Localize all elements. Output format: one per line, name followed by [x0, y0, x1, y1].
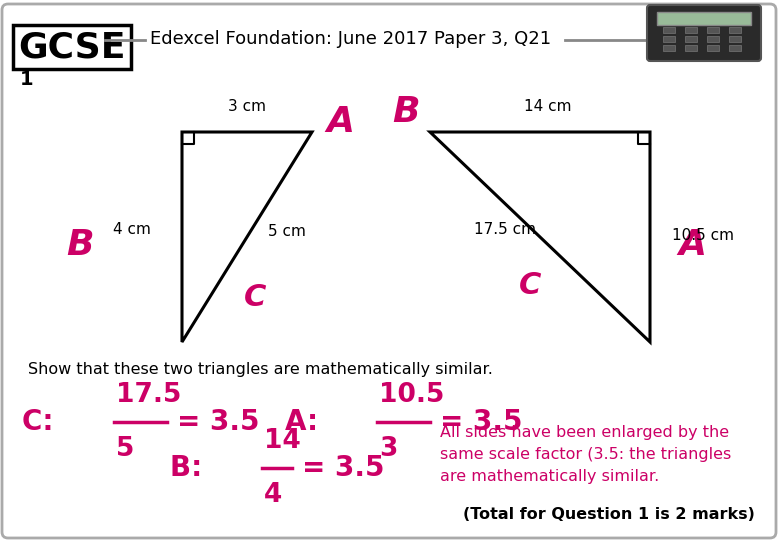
Text: 10.5 cm: 10.5 cm — [672, 227, 734, 242]
Bar — [707, 36, 719, 42]
Text: = 3.5: = 3.5 — [302, 454, 384, 482]
Text: A: A — [326, 105, 354, 139]
Text: 14: 14 — [264, 428, 301, 454]
Bar — [663, 45, 675, 51]
Bar — [663, 36, 675, 42]
Bar — [685, 36, 697, 42]
Text: 4 cm: 4 cm — [113, 222, 151, 238]
Bar — [657, 12, 751, 25]
Bar — [729, 27, 741, 33]
Text: (Total for Question 1 is 2 marks): (Total for Question 1 is 2 marks) — [463, 507, 755, 522]
Text: C:: C: — [22, 408, 63, 436]
Text: 10.5: 10.5 — [379, 382, 445, 408]
Text: 5: 5 — [116, 436, 134, 462]
Text: Show that these two triangles are mathematically similar.: Show that these two triangles are mathem… — [28, 362, 493, 377]
Text: B: B — [66, 228, 94, 262]
Text: 5 cm: 5 cm — [268, 225, 306, 240]
Bar — [685, 27, 697, 33]
Text: 14 cm: 14 cm — [524, 99, 572, 114]
Text: A: A — [678, 228, 706, 262]
Text: 3: 3 — [379, 436, 397, 462]
Text: B:: B: — [170, 454, 212, 482]
Bar — [707, 45, 719, 51]
Text: A:: A: — [285, 408, 328, 436]
Text: = 3.5: = 3.5 — [177, 408, 260, 436]
Text: C: C — [244, 284, 266, 313]
Text: 1: 1 — [20, 70, 34, 89]
Bar — [729, 36, 741, 42]
Bar — [663, 27, 675, 33]
FancyBboxPatch shape — [647, 5, 761, 61]
Bar — [685, 45, 697, 51]
Text: B: B — [392, 95, 420, 129]
FancyBboxPatch shape — [2, 4, 776, 538]
Text: GCSE: GCSE — [18, 30, 126, 64]
Text: C: C — [519, 271, 541, 300]
Text: All sides have been enlarged by the
same scale factor (3.5: the triangles
are ma: All sides have been enlarged by the same… — [440, 425, 732, 484]
Text: 17.5: 17.5 — [116, 382, 182, 408]
Text: 17.5 cm: 17.5 cm — [474, 222, 536, 238]
Text: Edexcel Foundation: June 2017 Paper 3, Q21: Edexcel Foundation: June 2017 Paper 3, Q… — [150, 30, 551, 48]
Text: = 3.5: = 3.5 — [440, 408, 523, 436]
Text: 4: 4 — [264, 482, 282, 508]
Bar — [707, 27, 719, 33]
Bar — [729, 45, 741, 51]
Text: 3 cm: 3 cm — [228, 99, 266, 114]
